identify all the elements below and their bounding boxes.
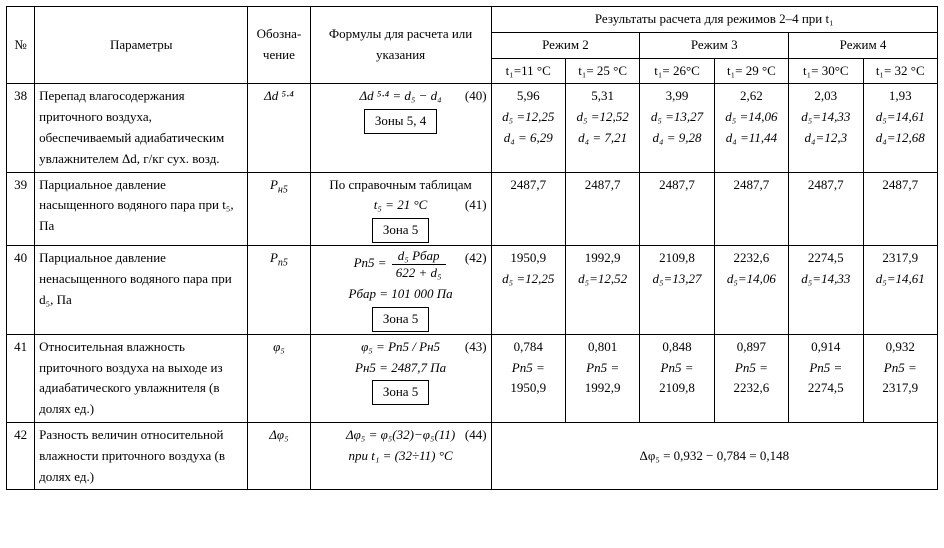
cell: 0,848 Pп5 = 2109,8 [640, 334, 714, 422]
cell: 2487,7 [789, 172, 863, 245]
calc-table: № Параметры Обозна- чение Формулы для ра… [6, 6, 938, 490]
row-sym: Pн5 [248, 172, 310, 245]
formula-num: (44) [465, 425, 487, 446]
zone-box: Зоны 5, 4 [364, 109, 437, 134]
hdr-formula-l2: указания [376, 47, 425, 62]
formula-num: (40) [465, 86, 487, 107]
fraction: d₅ Pбар 622 + d₅ [392, 248, 446, 280]
row-num: 39 [7, 172, 35, 245]
table-row: 41 Относительная влажность приточного во… [7, 334, 938, 422]
cell: 2274,5 d₅=14,33 [789, 245, 863, 334]
cell: 2109,8 d₅=13,27 [640, 245, 714, 334]
table-row: 39 Парциальное давление насыщенного водя… [7, 172, 938, 245]
cell: 1992,9 d₅=12,52 [565, 245, 639, 334]
formula-num: (43) [465, 337, 487, 358]
cell: 2487,7 [863, 172, 938, 245]
hdr-t32: t₁= 32 °C [863, 58, 938, 84]
cell: 2232,6 d₅=14,06 [714, 245, 788, 334]
hdr-sym-l1: Обозна- [257, 26, 302, 41]
hdr-t25: t₁= 25 °C [565, 58, 639, 84]
row-formula: φ₅ = Pп5 / Pн5 (43) Pн5 = 2487,7 Па Зона… [310, 334, 491, 422]
table-row: 38 Перепад влагосодержания приточного во… [7, 84, 938, 172]
hdr-t30: t₁= 30°C [789, 58, 863, 84]
hdr-t11: t₁=11 °C [491, 58, 565, 84]
zone-box: Зона 5 [372, 380, 430, 405]
row-param: Перепад влагосодержания приточного возду… [35, 84, 248, 172]
row-param: Парциальное давление насыщенного водяног… [35, 172, 248, 245]
hdr-t26: t₁= 26°C [640, 58, 714, 84]
hdr-formula-l1: Формулы для расчета или [329, 26, 472, 41]
row-sym: Δφ₅ [248, 422, 310, 489]
row-formula: По справочным таблицам t₅ = 21 °C (41) З… [310, 172, 491, 245]
cell: 1950,9 d₅ =12,25 [491, 245, 565, 334]
formula-eq: φ₅ = Pп5 / Pн5 [361, 339, 440, 354]
row-sym: φ₅ [248, 334, 310, 422]
formula-l2: t₅ = 21 °C [374, 197, 428, 212]
cell: 2487,7 [640, 172, 714, 245]
row-param: Относительная влажность приточного возду… [35, 334, 248, 422]
zone-box: Зона 5 [372, 307, 430, 332]
hdr-mode4: Режим 4 [789, 32, 938, 58]
formula-eq: Δd ⁵·⁴ = d₅ − d₄ [359, 88, 441, 103]
cell: 0,784 Pп5 = 1950,9 [491, 334, 565, 422]
zone-box: Зона 5 [372, 218, 430, 243]
hdr-mode2: Режим 2 [491, 32, 640, 58]
cell: 0,932 Pп5 = 2317,9 [863, 334, 938, 422]
cell: 0,801 Pп5 = 1992,9 [565, 334, 639, 422]
hdr-sym-l2: чение [263, 47, 295, 62]
hdr-t29: t₁= 29 °C [714, 58, 788, 84]
cell: 0,914 Pп5 = 2274,5 [789, 334, 863, 422]
formula-eq: Δφ₅ = φ₅(32)−φ₅(11) [346, 427, 455, 442]
table-row: 42 Разность величин относительной влажно… [7, 422, 938, 489]
hdr-param: Параметры [35, 7, 248, 84]
row-formula: Δd ⁵·⁴ = d₅ − d₄ (40) Зоны 5, 4 [310, 84, 491, 172]
row-num: 40 [7, 245, 35, 334]
cell: 0,897 Pп5 = 2232,6 [714, 334, 788, 422]
formula-num: (42) [465, 248, 487, 269]
formula-p: Pн5 = 2487,7 Па [355, 360, 446, 375]
table-header: № Параметры Обозна- чение Формулы для ра… [7, 7, 938, 84]
cell: 2487,7 [714, 172, 788, 245]
cell: 5,96 d₅ =12,25 d₄ = 6,29 [491, 84, 565, 172]
row-sym: Pп5 [248, 245, 310, 334]
formula-pbar: Pбар = 101 000 Па [349, 286, 453, 301]
cell: 2,62 d₅ =14,06 d₄ =11,44 [714, 84, 788, 172]
row-formula: Pп5 = d₅ Pбар 622 + d₅ (42) Pбар = 101 0… [310, 245, 491, 334]
cell: 3,99 d₅ =13,27 d₄ = 9,28 [640, 84, 714, 172]
cell: 2,03 d₅=14,33 d₄=12,3 [789, 84, 863, 172]
cell: 1,93 d₅=14,61 d₄=12,68 [863, 84, 938, 172]
row-formula: Δφ₅ = φ₅(32)−φ₅(11) (44) при t₁ = (32÷11… [310, 422, 491, 489]
cell: 2487,7 [565, 172, 639, 245]
formula-lhs: Pп5 = [354, 255, 387, 270]
row-param: Разность величин относительной влажности… [35, 422, 248, 489]
formula-l1: По справочным таблицам [329, 177, 471, 192]
row-sym: Δd ⁵·⁴ [248, 84, 310, 172]
row-num: 38 [7, 84, 35, 172]
formula-num: (41) [465, 195, 487, 216]
hdr-sym: Обозна- чение [248, 7, 310, 84]
table-row: 40 Парциальное давление ненасыщенного во… [7, 245, 938, 334]
row-num: 42 [7, 422, 35, 489]
formula-cond: при t₁ = (32÷11) °C [349, 448, 453, 463]
row-param: Парциальное давление ненасыщенного водян… [35, 245, 248, 334]
cell: 5,31 d₅ =12,52 d₄ = 7,21 [565, 84, 639, 172]
hdr-num: № [7, 7, 35, 84]
hdr-mode3: Режим 3 [640, 32, 789, 58]
hdr-formula: Формулы для расчета или указания [310, 7, 491, 84]
cell: 2487,7 [491, 172, 565, 245]
cell: 2317,9 d₅=14,61 [863, 245, 938, 334]
merged-cell: Δφ₅ = 0,932 − 0,784 = 0,148 [491, 422, 937, 489]
hdr-results: Результаты расчета для режимов 2–4 при t… [491, 7, 937, 33]
row-num: 41 [7, 334, 35, 422]
